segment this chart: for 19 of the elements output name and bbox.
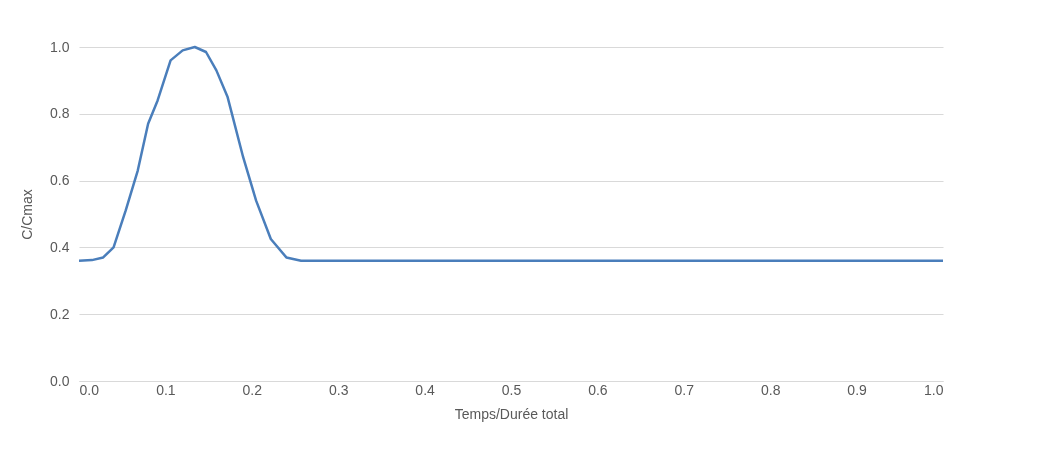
x-tick-label: 0.8: [760, 381, 781, 398]
y-axis-title: C/Cmax: [19, 189, 36, 240]
x-tick-label: 0.0: [79, 381, 100, 398]
line-series: [77, 45, 945, 263]
x-tick-label: 0.4: [415, 381, 436, 398]
y-tick-label: 1.0: [50, 38, 70, 55]
x-tick-label: 0.1: [156, 381, 176, 398]
y-tick-label: 0.8: [50, 105, 70, 122]
x-tick-label: 0.7: [674, 381, 695, 398]
x-tick-label: 0.2: [242, 381, 263, 398]
x-tick-label: 0.6: [588, 381, 608, 398]
x-tick-label: 1.0: [924, 381, 944, 398]
y-tick-label: 0.2: [50, 305, 70, 322]
x-axis-title: Temps/Durée total: [454, 405, 569, 422]
x-tick-label: 0.3: [328, 381, 349, 398]
y-tick-label: 0.6: [50, 172, 70, 189]
x-tick-label: 0.9: [847, 381, 868, 398]
x-tick-label: 0.5: [501, 381, 522, 398]
y-tick-label: 0.4: [50, 238, 70, 255]
